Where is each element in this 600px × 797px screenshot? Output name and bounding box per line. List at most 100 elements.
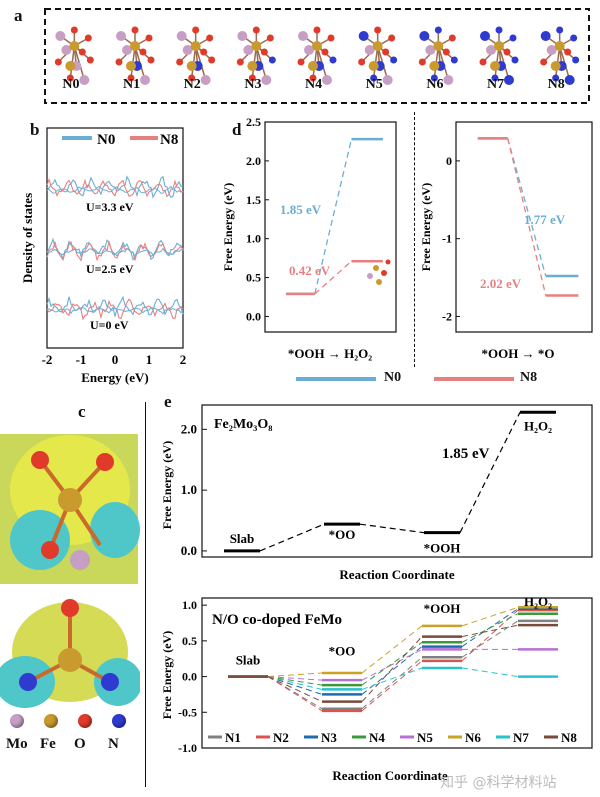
xtick: 1	[146, 352, 153, 367]
y-axis-label: Free Energy (eV)	[160, 441, 174, 529]
legend-n4: N4	[369, 730, 385, 745]
chart-title: N/O co-doped FeMo	[212, 612, 342, 628]
state-label-3: H₂O₂	[524, 594, 552, 609]
legend-n0: N0	[97, 132, 115, 148]
legend-label-n: N	[108, 736, 119, 752]
ann-n0: 1.85 eV	[280, 202, 322, 217]
annotation-u0: U=0 eV	[90, 318, 129, 332]
connector-n0	[314, 138, 353, 295]
connector-n1-0	[267, 676, 323, 710]
ytick: -0.5	[178, 705, 197, 719]
label-n6: N6	[426, 77, 444, 92]
annotation-u33: U=3.3 eV	[86, 200, 134, 214]
state-label-1: *OO	[329, 527, 356, 542]
structure-n7	[479, 26, 519, 85]
connector-n1-2	[461, 620, 519, 658]
panel-label-d: d	[232, 120, 242, 139]
ann-1-85: 1.85 eV	[442, 446, 490, 462]
ytick: 2.0	[181, 421, 197, 436]
molecule-sketch-h2o2	[367, 259, 391, 285]
ytick: 0.0	[181, 543, 197, 558]
connector-2	[459, 412, 521, 533]
xtick: -1	[76, 352, 87, 367]
panel-e-bottom-chart: -1.0 -0.5 0.0 0.5 1.0 N/O co-doped FeMo Slab…	[160, 594, 593, 783]
ytick: 2.0	[246, 154, 261, 168]
state-label-2: *OOH	[424, 601, 461, 616]
ytick: 2.5	[246, 115, 261, 129]
legend-label-o: O	[74, 736, 86, 752]
panel-label-e: e	[164, 392, 172, 411]
y-axis-label: Density of states	[20, 193, 35, 283]
connector-n4-0	[267, 676, 323, 686]
ann-n0: 1.77 eV	[524, 212, 566, 227]
legend-n7: N7	[513, 730, 529, 745]
panel-d-legend: N0 N8	[296, 370, 596, 390]
x-axis-label: Reaction Coordinate	[332, 768, 447, 783]
legend-n8-swatch	[434, 377, 514, 381]
xtick: 0	[112, 352, 119, 367]
label-n5: N5	[365, 77, 383, 92]
connector-n8	[314, 260, 352, 295]
dos-n0-curve	[46, 306, 184, 315]
structure-n0	[54, 26, 94, 85]
label-n2: N2	[183, 77, 201, 92]
panel-e-top-chart: 0.0 1.0 2.0 Fe₂Mo₃O₈ 1.85 eV Reaction Coor…	[160, 404, 593, 582]
connector-n5-1	[361, 648, 423, 681]
dos-n8-curve	[46, 177, 184, 198]
legend-label-fe: Fe	[40, 736, 56, 752]
ytick: -1.0	[178, 741, 197, 755]
legend-n5: N5	[417, 730, 433, 745]
legend-n3: N3	[321, 730, 337, 745]
ytick: 1.0	[246, 232, 261, 246]
panel-label-b: b	[30, 120, 40, 139]
state-label-0: Slab	[236, 653, 261, 668]
connector-n2-0	[267, 676, 323, 712]
ytick: 1.0	[182, 598, 197, 612]
structure-n4	[297, 26, 337, 85]
ytick: 0.5	[182, 634, 197, 648]
label-n4: N4	[305, 77, 323, 92]
panel-c-legend: Mo Fe O N	[4, 714, 144, 774]
legend-n8: N8	[561, 730, 577, 745]
legend-n0-swatch	[296, 377, 376, 381]
x-axis-label: Reaction Coordinate	[339, 567, 454, 582]
dos-n8-curve	[46, 239, 184, 262]
ytick: 0.5	[246, 271, 261, 285]
ytick: 0	[446, 154, 452, 168]
connector-n1-1	[361, 656, 423, 710]
connector-n8-0	[267, 676, 323, 703]
x-axis-label: *OOH → *O	[482, 346, 555, 361]
y-axis-label: Free Energy (eV)	[419, 183, 433, 271]
connector-n2-1	[361, 660, 423, 712]
ytick: 1.0	[181, 482, 197, 497]
legend-n1: N1	[225, 730, 241, 745]
divider-vertical	[145, 402, 146, 787]
structure-n8	[540, 26, 580, 85]
legend-label-mo: Mo	[6, 736, 28, 752]
dos-n0-curve	[46, 185, 184, 194]
connector-n4-2	[461, 613, 519, 643]
panel-d-left-chart: 0.0 0.5 1.0 1.5 2.0 2.5 1.85 eV 0.42 eV *OOH …	[221, 115, 397, 361]
legend-n0: N0	[384, 370, 402, 385]
panel-c-charge-density	[0, 434, 140, 708]
connector-n6-0	[267, 672, 323, 678]
state-label-1: *OO	[329, 643, 356, 658]
ytick: -1	[442, 232, 452, 246]
label-n0: N0	[62, 77, 80, 92]
legend-dot-o	[78, 714, 92, 728]
connector-n6-1	[361, 625, 423, 674]
structure-n5	[358, 26, 398, 85]
ann-n8: 2.02 eV	[480, 276, 522, 291]
dos-n0-curve	[46, 247, 184, 257]
xtick: -2	[42, 352, 53, 367]
label-n7: N7	[487, 77, 505, 92]
state-label-3: H₂O₂	[524, 418, 552, 433]
connector-n7-2	[461, 667, 519, 678]
connector-n5-0	[267, 676, 323, 681]
panel-a-structures	[44, 8, 590, 104]
connector-n8	[507, 138, 547, 296]
panel-b-dos-chart: N0 N8 U=3.3 eV U=2.5 eV U=0 eV -2 -1 0 1…	[20, 127, 186, 385]
panel-d-right-chart: 0 -1 -2 1.77 eV 2.02 eV *OOH → *O Free Ene…	[419, 121, 593, 361]
panel-label-a: a	[14, 6, 23, 25]
legend-n8: N8	[520, 370, 538, 385]
